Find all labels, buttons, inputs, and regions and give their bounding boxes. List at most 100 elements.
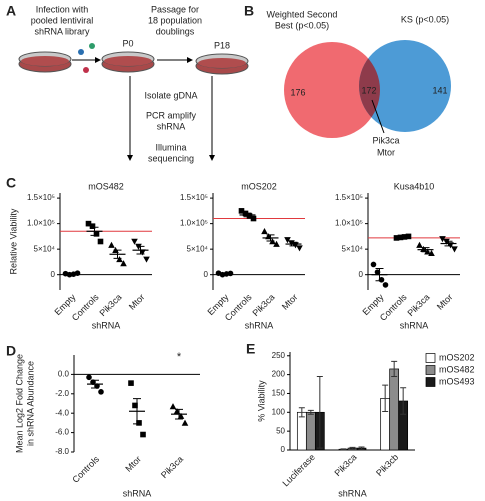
step-text: shRNA library: [34, 26, 90, 36]
y-tick-label: -4.0: [55, 408, 69, 417]
legend-label: mOS202: [439, 352, 475, 362]
bar: [296, 411, 307, 451]
data-point: [132, 402, 138, 409]
error-bar: [444, 240, 453, 247]
x-tick-label: Mtor: [435, 292, 455, 312]
y-tick-label: 250: [272, 351, 286, 360]
data-point: [382, 282, 389, 288]
bar: [305, 411, 316, 451]
error-bar: [340, 448, 347, 451]
legend-label: mOS493: [439, 376, 475, 386]
error-bar: [358, 446, 365, 450]
venn-count: 141: [432, 85, 447, 95]
y-tick-label: 0: [51, 270, 56, 279]
annotation: Mtor: [377, 147, 395, 157]
x-tick-label: Mtor: [280, 292, 300, 312]
y-tick-label: -8.0: [55, 447, 69, 456]
x-tick-label: Pik3ca: [250, 292, 276, 318]
y-tick-label: -2.0: [55, 389, 69, 398]
y-axis-label: % Viability: [256, 380, 266, 422]
legend-swatch: [425, 365, 436, 375]
data-point: [261, 227, 268, 235]
data-point: [131, 238, 138, 245]
error-bar: [136, 245, 145, 255]
error-bar: [400, 387, 407, 415]
step-text: 18 population: [148, 15, 202, 25]
data-point: [393, 235, 400, 241]
y-tick-label: 5×10⁴: [34, 244, 56, 253]
error-bar: [349, 446, 356, 450]
error-bar: [266, 234, 275, 242]
panel-label: D: [6, 343, 16, 359]
venn-set: [359, 40, 451, 132]
chart-title: Kusa4b10: [394, 181, 435, 191]
y-tick-label: 100: [272, 407, 286, 416]
data-point: [451, 246, 458, 253]
data-point: [428, 249, 435, 257]
error-bar: [316, 376, 323, 449]
x-tick-label: Pik3ca: [405, 292, 431, 318]
error-bar: [90, 226, 99, 236]
legend-swatch: [425, 377, 436, 387]
x-axis-label: shRNA: [92, 320, 121, 330]
y-axis-label: Mean Log2 Fold Change: [14, 354, 24, 453]
data-point: [85, 220, 92, 227]
x-axis-label: shRNA: [400, 320, 429, 330]
data-point: [74, 270, 81, 276]
data-point: [143, 256, 150, 263]
passage-label: P0: [122, 38, 133, 48]
x-tick-label: Mtor: [123, 454, 143, 474]
step-text: pooled lentiviral: [31, 15, 94, 25]
dish: [18, 51, 72, 73]
data-point: [374, 269, 381, 275]
panel-label: A: [6, 3, 16, 19]
set-name: KS (p<0.05): [401, 14, 449, 24]
y-tick-label: 1.0×10⁵: [335, 219, 363, 228]
data-point: [108, 241, 115, 248]
error-bar: [289, 241, 298, 247]
y-axis-label: Relative Viability: [8, 208, 18, 274]
step-text: Infection with: [36, 4, 89, 14]
set-name: Best (p<0.05): [275, 20, 329, 30]
y-tick-label: 1.5×10⁵: [27, 193, 55, 202]
significance: *: [177, 351, 182, 363]
y-tick-label: 150: [272, 389, 286, 398]
error-bar: [307, 409, 314, 415]
y-tick-label: 1.5×10⁵: [335, 193, 363, 202]
error-bar: [175, 408, 183, 420]
data-point: [135, 243, 142, 250]
y-tick-label: 5×10⁴: [187, 244, 209, 253]
x-axis-label: shRNA: [338, 488, 367, 498]
x-tick-label: Pik3ca: [159, 454, 185, 480]
x-tick-label: Pik3cb: [374, 452, 400, 478]
data-point: [296, 245, 303, 252]
error-bar: [91, 379, 99, 389]
y-tick-label: 50: [276, 426, 285, 435]
error-bar: [243, 212, 252, 218]
error-bar: [67, 273, 76, 275]
data-point: [136, 420, 142, 426]
venn-count: 176: [290, 87, 305, 97]
legend-label: mOS482: [439, 364, 475, 374]
data-point: [370, 261, 377, 268]
x-axis-label: shRNA: [245, 320, 274, 330]
step-text: Illumina: [155, 142, 186, 152]
y-tick-label: 0.0: [58, 370, 70, 379]
data-point: [416, 241, 423, 248]
error-bar: [113, 249, 122, 259]
chart-title: mOS482: [88, 181, 124, 191]
venn-count: 172: [361, 85, 376, 95]
data-point: [273, 240, 280, 247]
y-tick-label: 0: [281, 445, 286, 454]
panel-label: E: [246, 341, 255, 357]
chart-title: mOS202: [241, 181, 277, 191]
dish: [101, 51, 155, 73]
data-point: [120, 260, 127, 267]
bar: [389, 368, 400, 451]
data-point: [97, 238, 104, 245]
error-bar: [375, 268, 384, 282]
workflow-diagram: Infection with pooled lentiviral shRNA l…: [18, 4, 249, 163]
step-text: Isolate gDNA: [144, 90, 197, 100]
